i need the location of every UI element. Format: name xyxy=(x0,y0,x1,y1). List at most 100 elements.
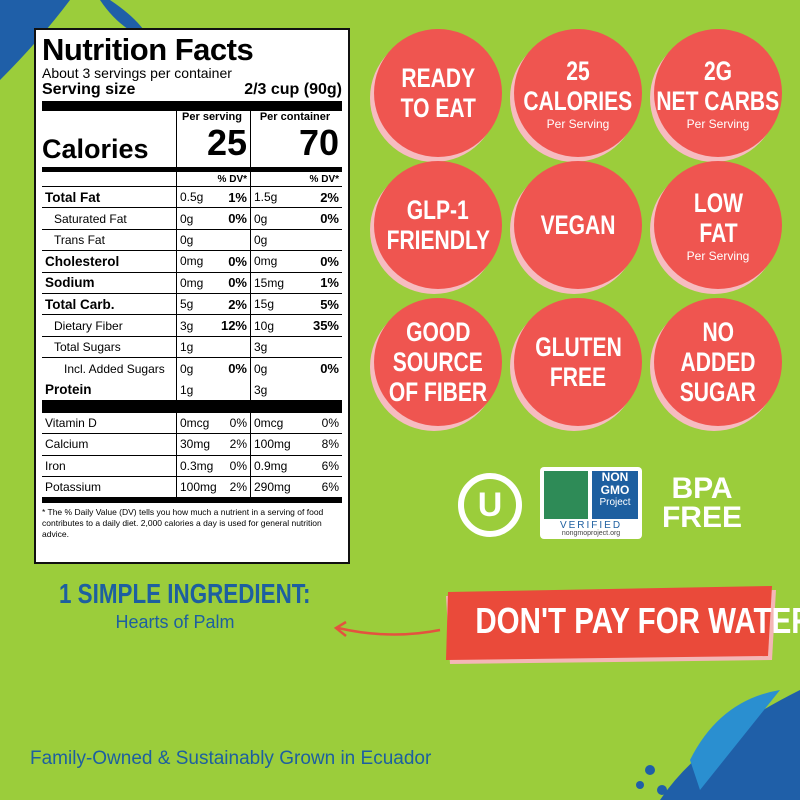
percent: 1% xyxy=(320,275,339,291)
amount: 10g xyxy=(254,318,275,333)
footnote: * The % Daily Value (DV) tells you how m… xyxy=(42,507,324,540)
nutrient-cell: 0g xyxy=(176,229,250,251)
nutrition-row: Protein 1g 3g xyxy=(42,379,342,401)
nongmo-text: Project xyxy=(599,497,631,508)
nutrient-cell: 0.9mg 6% xyxy=(250,455,342,477)
amount: 0mg xyxy=(180,254,204,269)
nutrient-name: Trans Fat xyxy=(54,232,105,247)
nutrient-name: Dietary Fiber xyxy=(54,318,123,333)
badge: GLP-1 FRIENDLY xyxy=(374,161,502,289)
nutrient-cell: 3g xyxy=(250,336,342,358)
amount: 0g xyxy=(254,361,268,376)
nutrition-row: Cholesterol 0mg 0% 0mg 0% xyxy=(42,251,342,273)
nutrient-cell: 3g xyxy=(250,379,342,400)
percent: 0% xyxy=(321,416,339,431)
percent: 0% xyxy=(320,253,339,269)
nongmo-text: nongmoproject.org xyxy=(561,530,621,537)
nutrition-row: Sodium 0mg 0% 15mg 1% xyxy=(42,272,342,294)
nongmo-logo: NON GMO Project VERIFIED nongmoproject.o… xyxy=(540,467,642,539)
badge: GOOD SOURCE OF FIBER xyxy=(374,298,502,426)
percent: 6% xyxy=(321,480,339,495)
nutrient-cell: 0mcg 0% xyxy=(250,412,342,434)
percent: 6% xyxy=(321,458,339,473)
calories-value: 25 xyxy=(206,122,247,163)
nutrient-cell: 0g 0% xyxy=(176,358,250,380)
nutrient-name: Calcium xyxy=(45,437,89,452)
calories-row: Calories Per serving 25 Per container 70 xyxy=(42,111,342,172)
badge-line: NET CARBS xyxy=(656,85,780,116)
amount: 0g xyxy=(254,232,268,247)
percent: 2% xyxy=(228,296,247,312)
amount: 0.9mg xyxy=(254,458,288,473)
percent: 0% xyxy=(228,361,247,377)
nutrient-cell: 5g 2% xyxy=(176,293,250,315)
nutrient-cell: 0mg 0% xyxy=(176,272,250,293)
nutrient-cell: 0mg 0% xyxy=(250,251,342,272)
badge-sub: Per Serving xyxy=(686,116,750,131)
calories-label: Calories xyxy=(42,134,149,164)
badge: LOW FAT Per Serving xyxy=(654,161,782,289)
percent: 35% xyxy=(312,318,339,334)
badge-line: TO EAT xyxy=(400,93,476,123)
badge-line: OF FIBER xyxy=(388,377,488,407)
nutrient-cell: 100mg 8% xyxy=(250,434,342,455)
nutrient-cell: 1.5g 2% xyxy=(250,187,342,208)
nutrition-row: Iron 0.3mg 0% 0.9mg 6% xyxy=(42,455,342,478)
nutrition-row: Total Fat 0.5g 1% 1.5g 2% xyxy=(42,187,342,209)
percent: 2% xyxy=(229,437,247,452)
badge: READY TO EAT xyxy=(374,29,502,157)
nutrient-name: Incl. Added Sugars xyxy=(64,361,165,376)
amount: 0.5g xyxy=(180,190,204,205)
badge-sub: Per Serving xyxy=(686,248,750,263)
percent: 0% xyxy=(320,211,339,227)
nutrient-name: Total Carb. xyxy=(45,296,115,312)
badge: 25 CALORIES Per Serving xyxy=(514,29,642,157)
percent: 0% xyxy=(228,275,247,291)
percent: 0% xyxy=(228,253,247,269)
nongmo-text: GMO xyxy=(600,483,630,497)
nutrient-cell: 1g xyxy=(176,336,250,358)
nutrient-name: Cholesterol xyxy=(45,253,120,269)
badge-line: GLP-1 xyxy=(406,195,470,225)
column-head: Per serving xyxy=(182,111,242,123)
amount: 0g xyxy=(180,232,194,247)
kosher-text: U xyxy=(478,486,503,524)
ingredient-name: Hearts of Palm xyxy=(115,612,235,632)
badge-line: VEGAN xyxy=(540,210,616,240)
badge-line: FAT xyxy=(698,217,738,248)
percent: 2% xyxy=(229,480,247,495)
nutrition-row: Potassium 100mg 2% 290mg 6% xyxy=(42,477,342,499)
amount: 0mg xyxy=(254,254,278,269)
nutrition-title: Nutrition Facts xyxy=(42,32,254,67)
amount: 0.3mg xyxy=(180,458,214,473)
nutrient-cell: 1g xyxy=(176,379,250,400)
nutrient-cell: 0mcg 0% xyxy=(176,412,250,434)
nutrition-row: Saturated Fat 0g 0% 0g 0% xyxy=(42,208,342,230)
percent: 0% xyxy=(320,361,339,377)
amount: 100mg xyxy=(254,437,291,452)
nutrient-name: Saturated Fat xyxy=(54,211,127,226)
badge: 2G NET CARBS Per Serving xyxy=(654,29,782,157)
bpa-text: BPA xyxy=(671,472,733,505)
amount: 0g xyxy=(180,211,194,226)
badge-line: FRIENDLY xyxy=(386,225,490,255)
nongmo-text: NON xyxy=(601,470,629,484)
nutrition-row: Incl. Added Sugars 0g 0% 0g 0% xyxy=(42,358,342,380)
badge-sub: Per Serving xyxy=(546,116,610,131)
serving-size: Serving size 2/3 cup (90g) xyxy=(42,81,342,99)
badge-line: LOW xyxy=(693,187,743,218)
serving-value: 2/3 cup (90g) xyxy=(244,81,342,98)
amount: 3g xyxy=(254,339,268,354)
amount: 1g xyxy=(180,339,194,354)
nutrient-cell: 0mg 0% xyxy=(176,251,250,272)
kosher-logo: U xyxy=(458,473,522,537)
ingredient: 1 SIMPLE INGREDIENT: Hearts of Palm xyxy=(30,578,320,633)
dv-head: % DV* xyxy=(176,172,250,186)
amount: 0mg xyxy=(180,275,204,290)
badge-line: SOURCE xyxy=(392,347,484,377)
amount: 0g xyxy=(254,211,268,226)
bpa-logo: BPA FREE xyxy=(660,472,744,533)
nutrient-cell: 3g 12% xyxy=(176,315,250,336)
nutrition-row: Dietary Fiber 3g 12% 10g 35% xyxy=(42,315,342,337)
